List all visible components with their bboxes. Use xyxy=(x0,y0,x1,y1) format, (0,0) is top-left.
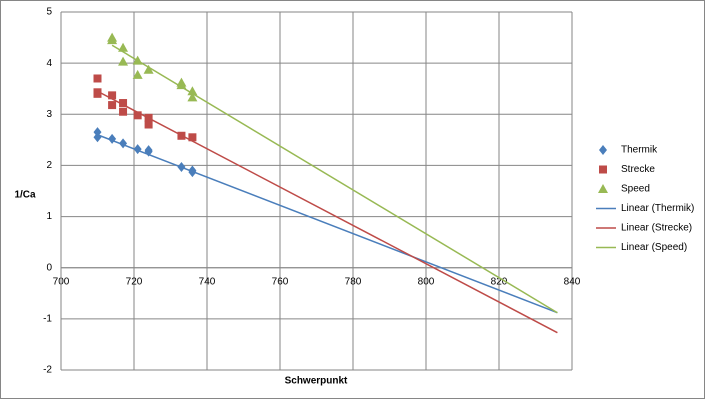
y-tick-label: -2 xyxy=(43,365,52,376)
marker xyxy=(133,111,142,120)
x-axis-title: Schwerpunkt xyxy=(285,376,348,387)
y-tick-label: 1 xyxy=(46,211,52,222)
x-tick-label: 820 xyxy=(491,276,508,287)
legend-label: Linear (Speed) xyxy=(621,242,687,253)
legend-label: Speed xyxy=(621,184,650,195)
marker xyxy=(93,89,102,98)
legend-marker xyxy=(599,165,607,174)
y-tick-label: 4 xyxy=(46,58,52,69)
legend-label: Strecke xyxy=(621,164,655,175)
legend-label: Linear (Strecke) xyxy=(621,223,692,234)
marker xyxy=(118,56,129,66)
marker xyxy=(176,80,187,90)
trendline xyxy=(97,134,558,314)
x-tick-label: 800 xyxy=(418,276,435,287)
y-tick-label: 0 xyxy=(46,262,52,273)
y-tick-label: -1 xyxy=(43,313,52,324)
marker xyxy=(107,35,118,45)
marker xyxy=(144,146,153,157)
marker xyxy=(133,144,142,155)
marker xyxy=(187,86,198,96)
trendline xyxy=(97,90,558,334)
y-tick-label: 3 xyxy=(46,109,52,120)
x-tick-label: 740 xyxy=(199,276,216,287)
marker xyxy=(93,127,102,138)
marker xyxy=(93,132,102,143)
y-tick-label: 5 xyxy=(46,7,52,18)
marker xyxy=(108,133,117,144)
marker xyxy=(108,101,117,110)
marker xyxy=(132,55,143,65)
marker xyxy=(132,69,143,79)
x-tick-label: 840 xyxy=(564,276,581,287)
x-tick-label: 760 xyxy=(272,276,289,287)
legend-label: Linear (Thermik) xyxy=(621,203,694,214)
marker xyxy=(188,167,197,178)
legend-label: Thermik xyxy=(621,145,658,156)
y-tick-label: 2 xyxy=(46,160,52,171)
marker xyxy=(143,64,154,74)
marker xyxy=(188,133,197,142)
legend-marker xyxy=(599,145,607,155)
marker xyxy=(187,92,198,102)
marker xyxy=(108,91,117,100)
marker xyxy=(177,131,186,140)
marker xyxy=(177,161,186,172)
x-tick-label: 720 xyxy=(126,276,143,287)
marker xyxy=(118,42,129,52)
y-axis-title: 1/Ca xyxy=(14,190,36,201)
trendline xyxy=(111,44,558,314)
legend-marker xyxy=(598,184,608,193)
marker xyxy=(119,107,128,116)
marker xyxy=(119,138,128,149)
x-tick-label: 780 xyxy=(345,276,362,287)
marker xyxy=(144,120,153,129)
marker xyxy=(93,74,102,83)
marker xyxy=(144,113,153,122)
marker xyxy=(119,99,128,108)
